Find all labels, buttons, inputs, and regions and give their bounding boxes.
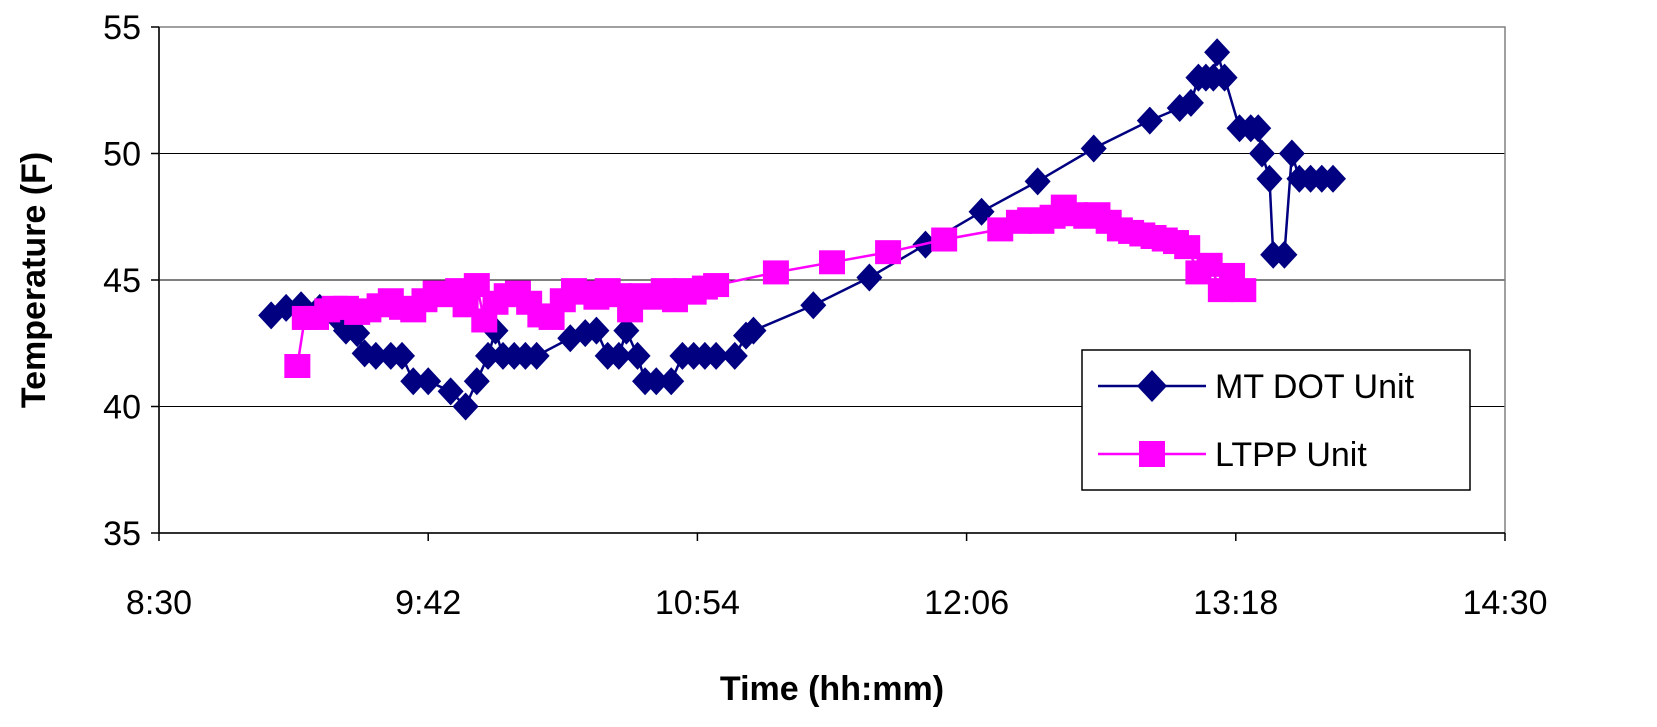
data-point-square [1196,252,1223,277]
tick-marks [151,26,1506,541]
legend-marker-diamond [1137,370,1167,402]
data-point-diamond [624,341,651,370]
legend-entry-mt-dot: MT DOT Unit [1098,368,1415,406]
data-series [258,38,1347,421]
legend-label-ltpp: LTPP Unit [1215,436,1367,474]
data-point-diamond [605,341,632,370]
data-point-diamond [721,341,748,370]
data-point-square [931,227,958,252]
data-point-diamond [437,377,464,406]
data-point-diamond [1256,164,1283,193]
x-tick-label: 14:30 [1462,584,1547,622]
y-tick-label: 35 [103,515,141,553]
data-point-square [1174,235,1201,260]
x-tick-labels: 8:30 9:42 10:54 12:06 13:18 14:30 [126,584,1548,622]
x-tick-label: 12:06 [924,584,1009,622]
data-point-diamond [475,341,502,370]
data-point-diamond [415,367,442,396]
data-point-diamond [1245,114,1272,143]
data-point-diamond [1136,106,1163,135]
data-point-diamond [362,341,389,370]
data-point-diamond [452,392,479,421]
data-point-diamond [643,367,670,396]
legend-label-mt-dot: MT DOT Unit [1215,368,1415,406]
data-point-diamond [1271,240,1298,269]
y-tick-labels: 35 40 45 50 55 [103,9,141,553]
data-point-diamond [463,367,490,396]
legend-entry-ltpp: LTPP Unit [1098,436,1367,474]
y-tick-label: 55 [103,9,141,47]
data-point-diamond [1278,139,1305,168]
x-tick-label: 9:42 [395,584,461,622]
y-axis-title: Temperature (F) [15,152,53,408]
data-point-square [703,273,730,298]
data-point-diamond [344,319,371,348]
data-point-diamond [523,341,550,370]
data-point-diamond [1248,139,1275,168]
data-point-diamond [1080,134,1107,163]
data-point-square [819,250,845,275]
data-point-diamond [703,341,730,370]
data-point-diamond [1211,63,1238,92]
x-axis-title: Time (hh:mm) [720,670,944,708]
data-point-diamond [1177,88,1204,117]
data-point-diamond [583,316,610,345]
legend-marker-square [1139,441,1165,467]
data-point-diamond [613,316,640,345]
y-tick-label: 45 [103,262,141,300]
data-point-square [762,260,789,285]
data-point-diamond [1024,167,1051,196]
series-ltpp-unit [284,194,1257,379]
data-point-diamond [658,367,685,396]
data-point-diamond [1204,38,1231,67]
data-point-diamond [400,367,427,396]
y-tick-label: 50 [103,136,141,174]
data-point-square [284,354,311,379]
y-tick-label: 40 [103,389,141,427]
data-point-diamond [856,263,883,292]
x-tick-label: 10:54 [655,584,740,622]
data-point-square [875,240,902,265]
x-tick-label: 13:18 [1193,584,1278,622]
data-point-diamond [800,291,827,320]
data-point-diamond [1320,164,1347,193]
x-tick-label: 8:30 [126,584,192,622]
data-point-square [1230,278,1257,303]
legend: MT DOT Unit LTPP Unit [1081,349,1471,491]
data-point-diamond [389,341,416,370]
data-point-diamond [740,316,767,345]
